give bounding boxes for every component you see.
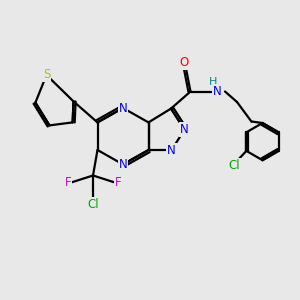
Text: S: S [43,68,50,82]
Text: N: N [167,143,176,157]
Text: N: N [213,85,222,98]
Text: N: N [180,123,189,136]
Text: N: N [118,101,127,115]
Text: F: F [64,176,71,189]
Text: O: O [180,56,189,69]
Text: F: F [115,176,122,189]
Text: Cl: Cl [87,197,99,211]
Text: Cl: Cl [229,159,240,172]
Text: N: N [118,158,127,171]
Text: H: H [209,76,217,87]
